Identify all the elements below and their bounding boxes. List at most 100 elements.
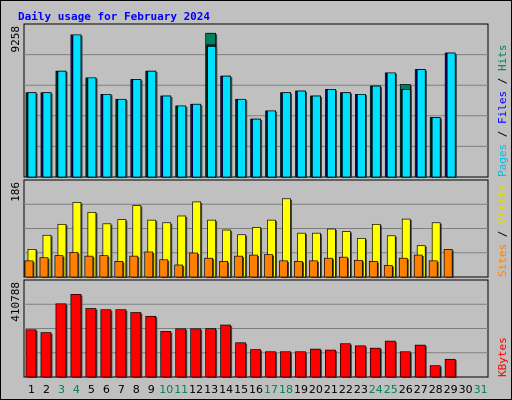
bar-sites-23 [353, 259, 363, 278]
bar-sites-8 [129, 255, 139, 278]
bar-pages-25 [386, 72, 396, 178]
x-tick-label: 26 [399, 383, 413, 396]
bar-pages-24 [371, 85, 381, 178]
chart-title: Daily usage for February 2024 [18, 10, 210, 23]
bar-kbytes-4 [70, 294, 82, 378]
bar-pages-21 [327, 89, 336, 178]
x-tick-label: 4 [73, 383, 80, 396]
bar-kbytes-24 [369, 347, 381, 378]
bar-pages-6 [102, 94, 112, 178]
bar-kbytes-7 [115, 309, 127, 378]
bar-pages-5 [87, 77, 97, 178]
x-tick-label: 5 [88, 383, 95, 396]
bar-kbytes-6 [100, 309, 112, 378]
bar-sites-5 [84, 255, 94, 278]
bar-kbytes-19 [295, 351, 306, 378]
bar-kbytes-18 [280, 351, 291, 378]
bar-pages-19 [297, 90, 306, 178]
bar-pages-10 [162, 95, 172, 178]
x-tick-label: 29 [444, 383, 458, 396]
x-tick-label: 16 [249, 383, 263, 396]
bar-sites-24 [368, 261, 378, 278]
bar-pages-17 [267, 110, 276, 178]
bar-pages-27 [416, 69, 426, 178]
x-tick-label: 22 [339, 383, 353, 396]
bar-kbytes-9 [145, 315, 157, 378]
x-tick-label: 25 [384, 383, 398, 396]
bar-kbytes-21 [325, 349, 336, 378]
right-axis-label: Sites / Visits [496, 184, 509, 277]
bar-pages-26 [401, 89, 411, 178]
x-tick-label: 15 [234, 383, 248, 396]
bar-sites-28 [428, 260, 438, 278]
bar-kbytes-12 [190, 328, 202, 378]
x-tick-label: 23 [354, 383, 368, 396]
x-tick-label: 14 [219, 383, 233, 396]
bar-sites-17 [264, 254, 273, 278]
bar-sites-20 [309, 260, 318, 278]
y-max-label: 9258 [9, 26, 22, 53]
bar-pages-4 [72, 34, 82, 178]
bar-sites-12 [189, 252, 199, 278]
bar-pages-22 [342, 92, 351, 178]
x-tick-label: 8 [133, 383, 140, 396]
x-tick-label: 11 [174, 383, 188, 396]
bar-pages-14 [222, 75, 231, 178]
x-tick-label: 10 [159, 383, 173, 396]
x-tick-label: 9 [148, 383, 155, 396]
right-axis-label: KBytes [496, 337, 509, 377]
bar-sites-29 [443, 249, 453, 278]
x-tick-label: 31 [474, 383, 488, 396]
bar-pages-7 [117, 98, 127, 178]
panel-visits-sites: 186 Sites / Visits [9, 179, 509, 278]
bar-kbytes-11 [175, 328, 187, 378]
x-tick-label: 20 [309, 383, 323, 396]
bar-pages-1 [27, 92, 37, 178]
legend-visits: Visits [496, 184, 509, 224]
bar-sites-4 [69, 252, 79, 278]
bar-sites-3 [54, 255, 64, 278]
bar-kbytes-20 [310, 348, 321, 378]
legend-files: Files [496, 91, 509, 124]
bar-pages-12 [192, 103, 202, 178]
bar-sites-10 [159, 259, 169, 278]
bar-kbytes-16 [250, 349, 261, 378]
bar-kbytes-28 [429, 365, 441, 378]
y-max-label: 186 [9, 182, 22, 202]
bar-kbytes-27 [414, 344, 426, 378]
bar-sites-26 [398, 257, 408, 278]
bar-kbytes-10 [160, 331, 172, 378]
bar-kbytes-26 [399, 351, 411, 378]
panel-pages-files-hits: 9258 Pages / Files / Hits [9, 23, 509, 179]
x-tick-label: 24 [369, 383, 383, 396]
x-tick-label: 3 [58, 383, 65, 396]
bar-sites-14 [219, 261, 228, 278]
x-tick-label: 28 [429, 383, 443, 396]
bar-sites-27 [413, 254, 423, 278]
bar-kbytes-22 [340, 343, 351, 378]
x-tick-label: 7 [118, 383, 125, 396]
bar-pages-13 [207, 46, 216, 178]
x-tick-label: 21 [324, 383, 338, 396]
legend-pages: Pages [496, 144, 509, 177]
bar-kbytes-17 [265, 351, 276, 378]
x-tick-label: 1 [28, 383, 35, 396]
bar-pages-28 [431, 117, 441, 178]
x-tick-label: 18 [279, 383, 293, 396]
legend-hits: Hits [496, 45, 509, 72]
bar-pages-3 [57, 70, 67, 178]
bar-pages-23 [356, 94, 366, 178]
bar-kbytes-2 [40, 332, 52, 378]
bar-kbytes-5 [85, 308, 97, 378]
bar-kbytes-13 [205, 328, 216, 378]
bar-kbytes-15 [235, 342, 246, 378]
x-tick-label: 12 [189, 383, 203, 396]
panel-kbytes: 410788 KBytes [9, 279, 509, 378]
bar-sites-1 [24, 260, 34, 278]
bar-pages-15 [237, 98, 246, 178]
bar-sites-19 [294, 261, 303, 278]
bar-kbytes-1 [25, 329, 37, 378]
legend-sites: Sites [496, 244, 509, 277]
bar-sites-22 [339, 256, 348, 278]
bar-kbytes-3 [55, 303, 67, 378]
